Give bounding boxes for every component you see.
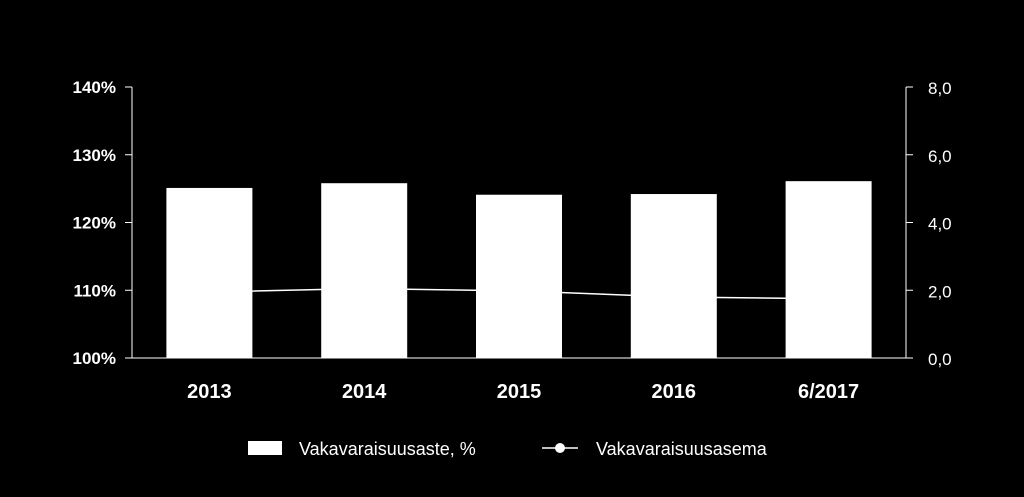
right-axis: 0,0 2,0 4,0 6,0 8,0	[905, 79, 952, 369]
bar	[785, 181, 872, 358]
bar-series	[166, 181, 872, 358]
right-axis-tick-label: 2,0	[928, 282, 952, 301]
bar	[321, 183, 408, 358]
bar	[166, 187, 253, 358]
left-axis-tick-label: 110%	[73, 281, 116, 300]
legend-label-line: Vakavaraisuusasema	[596, 439, 768, 459]
category-labels: 2013 2014 2015 2016 6/2017	[187, 381, 859, 403]
category-label: 2014	[342, 381, 387, 403]
category-label: 6/2017	[798, 381, 859, 403]
right-axis-tick-label: 6,0	[928, 147, 952, 166]
right-axis-tick-label: 0,0	[928, 350, 952, 369]
left-axis-tick-label: 130%	[73, 146, 116, 165]
category-label: 2015	[497, 381, 542, 403]
left-axis-tick-label: 100%	[73, 349, 116, 368]
left-axis-tick-label: 140%	[73, 78, 116, 97]
bar	[630, 194, 717, 358]
category-label: 2016	[652, 381, 697, 403]
right-axis-tick-label: 8,0	[928, 79, 952, 98]
legend-label-bar: Vakavaraisuusaste, %	[299, 439, 476, 459]
right-axis-tick-label: 4,0	[928, 215, 952, 234]
category-label: 2013	[187, 381, 232, 403]
bar	[476, 194, 562, 358]
legend-marker-line	[555, 443, 565, 453]
left-axis-tick-label: 120%	[73, 214, 116, 233]
legend: Vakavaraisuusaste, % Vakavaraisuusasema	[248, 439, 768, 459]
legend-swatch-bar	[248, 441, 282, 455]
